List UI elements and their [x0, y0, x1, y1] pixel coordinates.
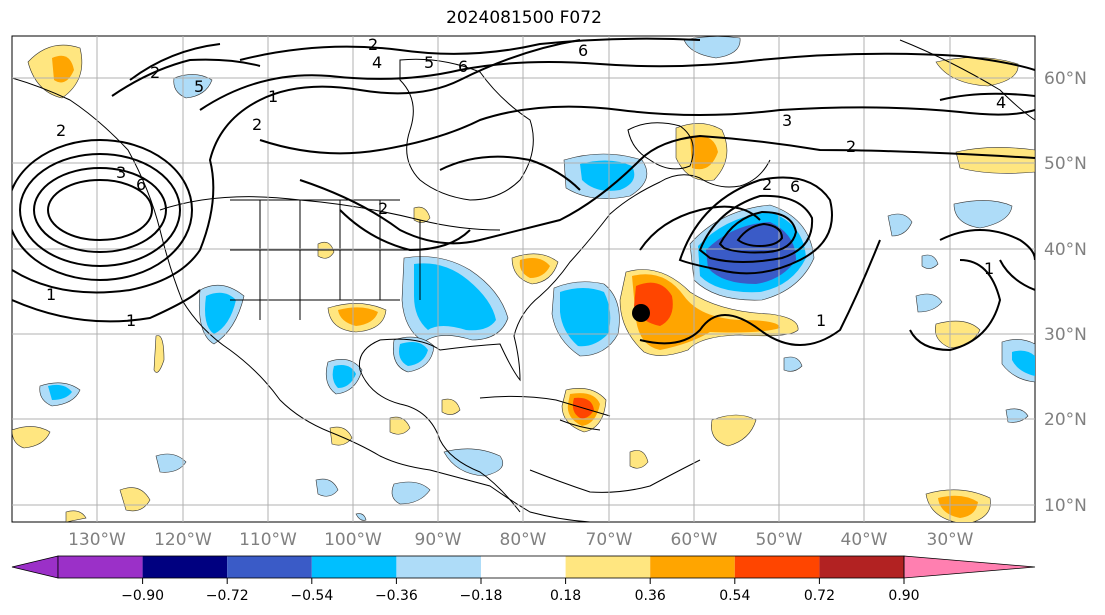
lon-label: 30°W	[927, 530, 974, 550]
colorbar-segment	[734, 556, 820, 578]
colorbar-segment	[142, 556, 228, 578]
contour-label: 2	[252, 115, 262, 134]
colorbar-segment	[819, 556, 904, 578]
lat-label: 10°N	[1044, 496, 1087, 516]
lat-label: 60°N	[1044, 69, 1087, 89]
contour-label: 2	[762, 175, 772, 194]
contour-label: 3	[782, 111, 792, 130]
coastlines	[12, 39, 1035, 522]
colorbar-tick: −0.90	[121, 588, 164, 604]
map-gridlines	[12, 36, 1035, 522]
contour-label: 5	[194, 77, 204, 96]
map-title: 2024081500 F072	[446, 8, 602, 28]
colorbar-segment	[396, 556, 481, 578]
lon-label: 40°W	[841, 530, 888, 550]
colorbar-segment	[58, 556, 143, 578]
contour-label: 1	[46, 285, 56, 304]
colorbar-segment	[481, 556, 566, 578]
contour-label: 1	[984, 259, 994, 278]
lon-label: 60°W	[671, 530, 718, 550]
contour-label: 1	[816, 311, 826, 330]
lon-label: 90°W	[415, 530, 462, 550]
colorbar-tick: 0.36	[635, 588, 666, 604]
contour-label: 2	[56, 121, 66, 140]
colorbar-segment	[650, 556, 735, 578]
contour-label: 6	[578, 41, 588, 60]
contour-lines	[12, 37, 1035, 352]
colorbar-tick: 0.72	[804, 588, 835, 604]
colorbar-tick: −0.36	[375, 588, 418, 604]
contour-label: 4	[996, 93, 1006, 112]
contour-label: 2	[378, 199, 388, 218]
lon-label: 100°W	[324, 530, 382, 550]
contour-label: 3	[116, 163, 126, 182]
colorbar-segment	[311, 556, 397, 578]
lon-label: 80°W	[500, 530, 547, 550]
lon-label: 120°W	[154, 530, 212, 550]
storm-center-marker	[632, 304, 650, 322]
lon-label: 70°W	[586, 530, 633, 550]
contour-label: 4	[372, 53, 382, 72]
colorbar-tick: −0.72	[206, 588, 249, 604]
contour-labels: 2 4 5 6 6 2 1 2 2 3 6 5 2 1 1 2 3 2 6 4 …	[46, 35, 1006, 330]
lat-label: 30°N	[1044, 325, 1087, 345]
contour-label: 6	[790, 177, 800, 196]
lon-label: 110°W	[239, 530, 297, 550]
colorbar-tick: 0.18	[550, 588, 581, 604]
contour-label: 2	[368, 35, 378, 54]
colorbar-segment	[565, 556, 651, 578]
lon-label: 130°W	[68, 530, 126, 550]
contour-label: 6	[458, 57, 468, 76]
colorbar-tick: −0.54	[290, 588, 333, 604]
contour-label: 2	[846, 137, 856, 156]
contour-label: 1	[268, 87, 278, 106]
longitude-labels: 130°W 120°W 110°W 100°W 90°W 80°W 70°W 6…	[68, 530, 974, 550]
colorbar-tick: 0.90	[888, 588, 919, 604]
contour-label: 6	[136, 175, 146, 194]
lat-label: 40°N	[1044, 240, 1087, 260]
contour-label: 2	[150, 63, 160, 82]
colorbar-high-extend	[903, 555, 1036, 579]
colorbar-tick: −0.18	[460, 588, 503, 604]
colorbar-low-extend	[11, 555, 59, 579]
colorbar-tick: 0.54	[719, 588, 750, 604]
lat-label: 50°N	[1044, 154, 1087, 174]
colorbar-segment	[227, 556, 312, 578]
colorbar: −0.90 −0.72 −0.54 −0.36 −0.18 0.18 0.36 …	[11, 555, 1036, 604]
contour-label: 5	[424, 53, 434, 72]
latitude-labels: 60°N 50°N 40°N 30°N 20°N 10°N	[1044, 69, 1087, 516]
lon-label: 50°W	[756, 530, 803, 550]
lat-label: 20°N	[1044, 410, 1087, 430]
contour-label: 1	[126, 311, 136, 330]
